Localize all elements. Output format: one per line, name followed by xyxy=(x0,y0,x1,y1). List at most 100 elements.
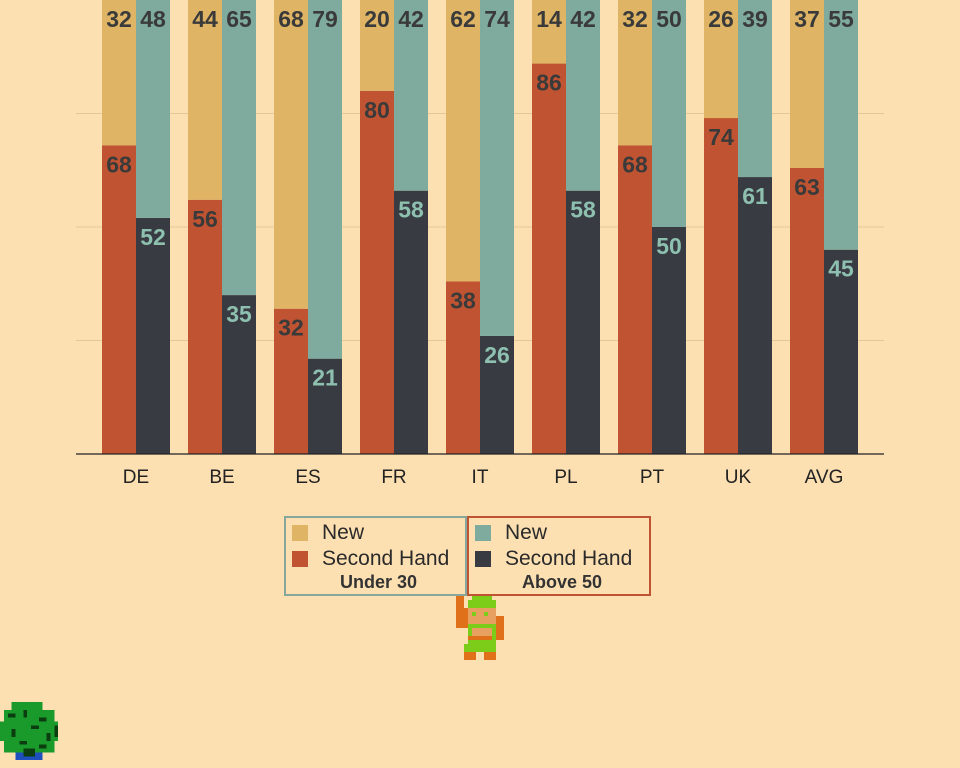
bar-above50-second-hand-be xyxy=(222,295,256,454)
bar-under30-second-hand-pt xyxy=(618,145,652,454)
bar-under30-new-pt xyxy=(618,0,652,146)
legend-label: Second Hand xyxy=(322,547,450,570)
legend-item-under30-new: New xyxy=(292,520,465,546)
legend-group-title: Above 50 xyxy=(521,572,603,592)
value-label-under30-new: 44 xyxy=(192,6,218,32)
category-label-uk: UK xyxy=(725,467,752,488)
bar-under30-second-hand-uk xyxy=(704,118,738,454)
legend-swatch-above50-new xyxy=(475,525,491,541)
value-label-above50-second-hand: 61 xyxy=(742,183,768,209)
bar-under30-new-pl xyxy=(532,0,566,64)
value-label-under30-new: 14 xyxy=(536,6,562,32)
bar-above50-new-pl xyxy=(566,0,600,191)
stacked-bar-chart: 68 32 52 48 56 44 35 65 32 68 21 79 80 20 58 42 38 62 26 74… xyxy=(76,0,884,488)
bar-under30-new-fr xyxy=(360,0,394,91)
category-label-avg: AVG xyxy=(805,467,844,488)
bar-above50-new-avg xyxy=(824,0,858,250)
bar-under30-second-hand-be xyxy=(188,199,222,454)
bar-above50-second-hand-de xyxy=(136,217,170,454)
bar-under30-new-es xyxy=(274,0,308,309)
value-label-under30-second-hand: 68 xyxy=(106,151,132,177)
legend-swatch-above50-second-hand xyxy=(475,551,491,567)
value-label-above50-new: 42 xyxy=(570,6,596,32)
value-label-under30-second-hand: 38 xyxy=(450,287,476,313)
value-label-above50-second-hand: 52 xyxy=(140,224,166,250)
value-label-above50-new: 55 xyxy=(828,6,854,32)
bar-above50-new-it xyxy=(480,0,514,336)
bar-under30-second-hand-avg xyxy=(790,167,824,455)
legend-item-above50-second-hand: Second Hand xyxy=(475,546,649,572)
legend-group-title: Under 30 xyxy=(339,572,418,592)
value-label-above50-new: 74 xyxy=(484,6,510,32)
bar-under30-new-uk xyxy=(704,0,738,119)
category-label-fr: FR xyxy=(381,467,406,488)
bars xyxy=(102,0,858,455)
bar-above50-second-hand-pl xyxy=(566,190,600,454)
value-label-under30-second-hand: 74 xyxy=(708,124,734,150)
value-labels: 68 32 52 48 56 44 35 65 32 68 21 79 80 20 58 42 38 62 26 74… xyxy=(106,6,854,391)
bar-above50-new-uk xyxy=(738,0,772,178)
category-label-be: BE xyxy=(209,467,234,488)
legend-label: New xyxy=(505,521,548,544)
value-label-above50-new: 42 xyxy=(398,6,424,32)
category-label-pt: PT xyxy=(640,467,665,488)
value-label-above50-new: 79 xyxy=(312,6,338,32)
value-label-above50-new: 50 xyxy=(656,6,682,32)
legend-item-above50-new: New xyxy=(475,520,649,546)
value-label-under30-new: 68 xyxy=(278,6,304,32)
bar-under30-second-hand-it xyxy=(446,281,480,454)
bar-under30-new-be xyxy=(188,0,222,200)
category-label-it: IT xyxy=(472,467,489,488)
value-label-under30-new: 32 xyxy=(106,6,132,32)
value-label-under30-new: 62 xyxy=(450,6,476,32)
legend-swatch-under30-second-hand xyxy=(292,551,308,567)
value-label-above50-new: 39 xyxy=(742,6,768,32)
value-label-above50-new: 48 xyxy=(140,6,166,32)
value-label-above50-second-hand: 35 xyxy=(226,301,252,327)
category-label-pl: PL xyxy=(554,467,577,488)
bar-under30-new-avg xyxy=(790,0,824,168)
value-label-under30-new: 26 xyxy=(708,6,734,32)
bar-above50-new-be xyxy=(222,0,256,296)
value-label-above50-second-hand: 45 xyxy=(828,256,854,282)
value-label-above50-new: 65 xyxy=(226,6,252,32)
bar-under30-second-hand-pl xyxy=(532,63,566,455)
legend-above-50: New Second Hand Above 50 xyxy=(467,516,651,596)
legend-label: New xyxy=(322,521,365,544)
bar-above50-second-hand-it xyxy=(480,335,514,454)
value-label-under30-new: 37 xyxy=(794,6,820,32)
value-label-under30-second-hand: 56 xyxy=(192,206,218,232)
legend-item-under30-second-hand: Second Hand xyxy=(292,546,465,572)
value-label-under30-second-hand: 86 xyxy=(536,70,562,96)
value-label-under30-second-hand: 68 xyxy=(622,151,648,177)
bar-above50-second-hand-avg xyxy=(824,249,858,454)
value-label-above50-second-hand: 58 xyxy=(570,197,596,223)
category-labels: DE BE ES FR IT PL PT UK AVG xyxy=(123,467,844,488)
bar-above50-second-hand-pt xyxy=(652,227,686,454)
value-label-under30-new: 20 xyxy=(364,6,390,32)
legend-under-30: New Second Hand Under 30 xyxy=(284,516,467,596)
bar-above50-second-hand-uk xyxy=(738,177,772,454)
bar-under30-second-hand-de xyxy=(102,145,136,454)
bar-above50-second-hand-fr xyxy=(394,190,428,454)
pixel-hero-icon xyxy=(456,596,504,660)
category-label-de: DE xyxy=(123,467,149,488)
bar-above50-new-fr xyxy=(394,0,428,191)
bar-under30-second-hand-es xyxy=(274,308,308,454)
value-label-above50-second-hand: 26 xyxy=(484,342,510,368)
legend-swatch-under30-new xyxy=(292,525,308,541)
value-label-above50-second-hand: 58 xyxy=(398,197,424,223)
bar-above50-new-pt xyxy=(652,0,686,227)
value-label-under30-second-hand: 63 xyxy=(794,174,820,200)
legend-label: Second Hand xyxy=(505,547,633,570)
value-label-under30-second-hand: 32 xyxy=(278,315,304,341)
value-label-above50-second-hand: 50 xyxy=(656,233,682,259)
bar-above50-new-es xyxy=(308,0,342,359)
bar-above50-new-de xyxy=(136,0,170,218)
pixel-tree-icon xyxy=(0,702,59,761)
value-label-under30-new: 32 xyxy=(622,6,648,32)
bar-above50-second-hand-es xyxy=(308,358,342,454)
bar-under30-second-hand-fr xyxy=(360,90,394,455)
category-label-es: ES xyxy=(295,467,320,488)
bar-under30-new-it xyxy=(446,0,480,282)
